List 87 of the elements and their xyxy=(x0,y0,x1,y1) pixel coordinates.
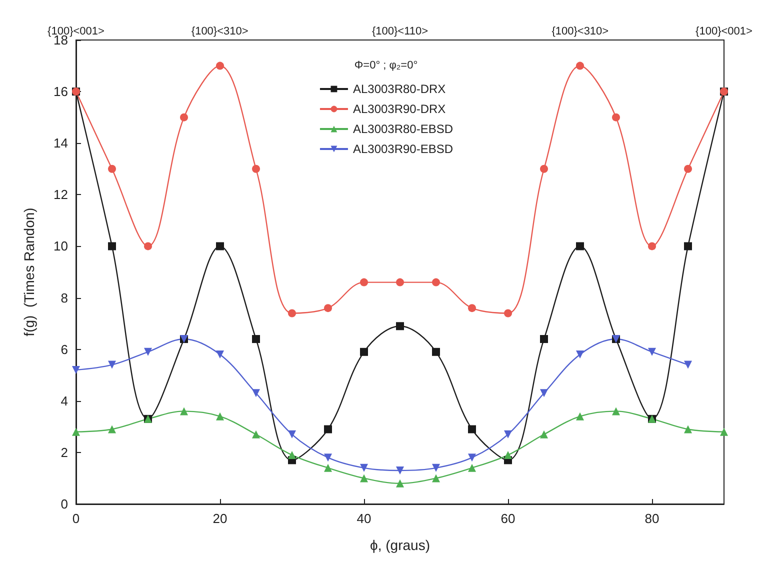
point xyxy=(432,278,440,286)
annotation: Φ=0° ; φ₂=0° xyxy=(354,60,418,72)
point xyxy=(108,164,116,173)
point xyxy=(288,309,296,318)
point xyxy=(540,389,548,398)
point xyxy=(648,348,656,356)
legend-label: AL3003R90-EBSD xyxy=(352,142,454,156)
text: {100}<001> xyxy=(696,26,752,38)
point xyxy=(144,348,152,356)
point xyxy=(288,430,296,438)
point xyxy=(684,164,692,173)
point xyxy=(216,350,224,358)
point xyxy=(576,62,584,70)
point xyxy=(72,428,80,436)
point xyxy=(360,474,368,482)
point xyxy=(540,335,548,344)
point xyxy=(252,164,260,173)
point xyxy=(648,242,656,250)
point xyxy=(612,113,620,122)
y-tick-label: 12 xyxy=(54,187,68,202)
x-tick-label: 40 xyxy=(356,511,372,526)
text: {100}<001> xyxy=(48,26,104,38)
x-tick-label: 80 xyxy=(644,511,660,526)
point xyxy=(252,430,260,438)
y-tick-label: 16 xyxy=(54,84,68,100)
point xyxy=(396,322,404,330)
point xyxy=(144,242,152,250)
y-tick-label: 2 xyxy=(60,444,68,460)
point xyxy=(720,428,728,436)
point xyxy=(180,113,188,122)
legend-label: AL3003R80-EBSD xyxy=(352,122,454,136)
point xyxy=(324,464,332,472)
y-tick-label: 6 xyxy=(60,342,68,357)
text: {100}<110> xyxy=(372,26,428,38)
point xyxy=(360,278,368,286)
legend-label: AL3003R90-DRX xyxy=(352,102,446,116)
point xyxy=(180,407,188,416)
point xyxy=(288,451,296,460)
x-tick-label: 20 xyxy=(212,511,228,526)
point xyxy=(216,412,224,420)
point xyxy=(540,164,548,173)
point xyxy=(324,425,332,434)
point xyxy=(504,430,512,438)
point xyxy=(468,454,476,462)
point xyxy=(432,474,440,482)
point xyxy=(396,479,404,488)
x-tick-label: 60 xyxy=(500,511,516,526)
point xyxy=(576,242,584,250)
point xyxy=(108,242,116,250)
y-tick-label: 8 xyxy=(60,290,68,306)
y-tick-label: 14 xyxy=(54,136,68,151)
y-tick-label: 4 xyxy=(60,393,68,408)
point xyxy=(72,366,80,374)
text: {100}<310> xyxy=(552,26,609,38)
point xyxy=(684,425,692,434)
y-axis-title: f(g) (Times Randon) xyxy=(21,208,37,336)
point xyxy=(540,430,548,438)
point xyxy=(324,454,332,462)
legend-label: AL3003R80-DRX xyxy=(352,82,446,96)
point xyxy=(684,242,692,250)
point xyxy=(324,304,332,312)
point xyxy=(252,389,260,398)
point xyxy=(432,348,440,356)
x-axis-title: ϕ, (graus) xyxy=(370,537,430,553)
y-tick-label: 10 xyxy=(54,238,68,254)
point xyxy=(468,304,476,312)
text: {100}<310> xyxy=(191,26,248,38)
point xyxy=(612,407,620,416)
point xyxy=(468,425,476,434)
point xyxy=(396,466,404,474)
point xyxy=(108,425,116,434)
point xyxy=(108,360,116,369)
point xyxy=(504,451,512,460)
point xyxy=(360,464,368,472)
point xyxy=(252,335,260,344)
point xyxy=(216,242,224,250)
point xyxy=(396,278,404,286)
point xyxy=(360,348,368,356)
point xyxy=(432,464,440,472)
point xyxy=(468,464,476,472)
point xyxy=(576,350,584,358)
y-tick-label: 0 xyxy=(60,496,68,512)
point xyxy=(576,412,584,420)
point xyxy=(504,309,512,318)
point xyxy=(684,360,692,369)
x-tick-label: 0 xyxy=(72,511,80,526)
point xyxy=(216,62,224,70)
